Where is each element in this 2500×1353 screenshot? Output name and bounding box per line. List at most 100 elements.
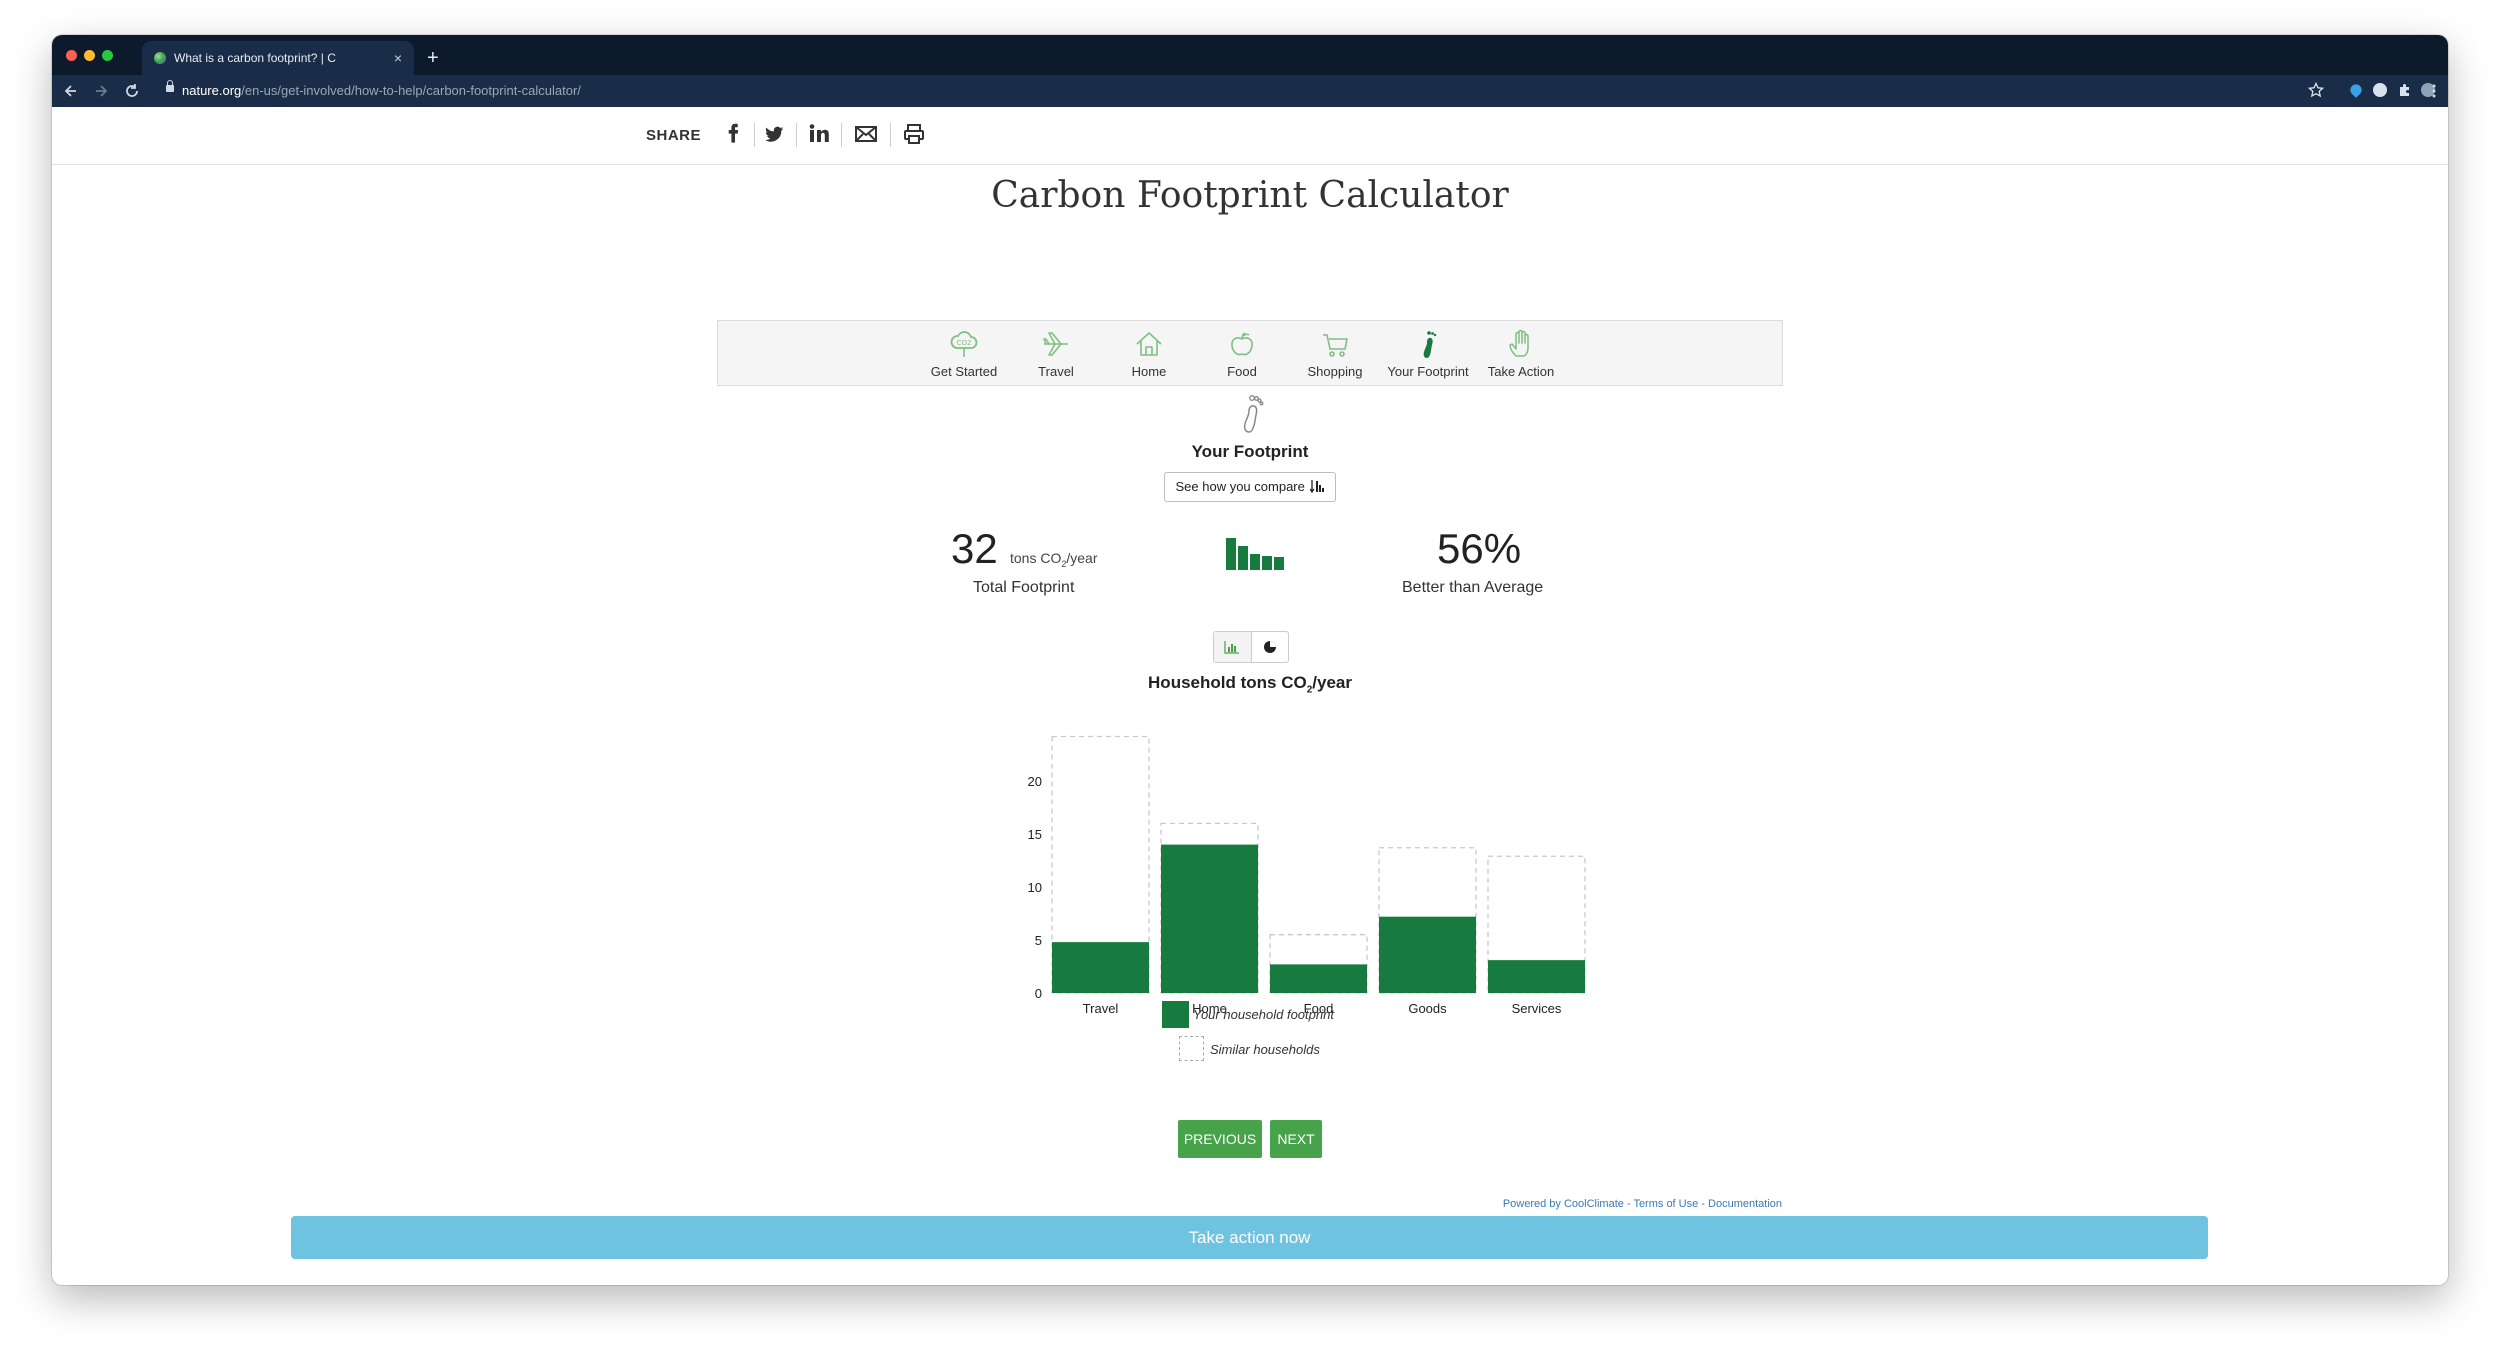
better-than-average-value: 56% [1437,525,1522,572]
step-label: Take Action [1487,364,1555,379]
step-travel[interactable]: Travel [1010,321,1102,385]
back-icon[interactable] [64,75,78,119]
globe-favicon-icon [154,52,166,64]
page-title: Carbon Footprint Calculator [991,175,1509,216]
total-footprint-label: Total Footprint [973,579,1075,596]
step-label: Travel [1038,364,1074,379]
legend-similar-label: Similar households [1210,1042,1320,1057]
previous-button[interactable]: PREVIOUS [1178,1120,1262,1158]
email-icon[interactable] [854,121,878,147]
extension-drop-icon[interactable] [2348,82,2364,98]
foot-icon [1423,331,1437,358]
legend-footprint-label: Your household footprint [1193,1007,1334,1022]
pie-chart-icon [1264,641,1276,653]
step-your-footprint[interactable]: Your Footprint [1382,321,1474,385]
reload-icon[interactable] [124,75,140,119]
print-icon[interactable] [903,121,925,147]
bar-chart-icon [1224,641,1239,654]
unit-subscript: 2 [1061,558,1067,569]
x-category-label: Home [1192,1001,1227,1016]
see-how-you-compare-button[interactable]: See how you compare [1164,472,1336,502]
unit-prefix: tons CO [1010,550,1062,566]
chart-title-suffix: /year [1312,673,1352,692]
browser-window: What is a carbon footprint? | C × + natu… [52,35,2448,1285]
tab-bar: What is a carbon footprint? | C × + [52,35,2448,75]
step-shopping[interactable]: Shopping [1289,321,1381,385]
step-get-started[interactable]: CO2 Get Started [918,321,1010,385]
profile-avatar[interactable] [2421,83,2435,97]
y-tick-label: 10 [1028,880,1042,895]
your-footprint-bar [1379,916,1476,993]
similar-households-bar [1269,934,1368,994]
cart-icon [1323,334,1348,357]
better-than-average-label: Better than Average [1402,579,1544,596]
url-path: /en-us/get-involved/how-to-help/carbon-f… [241,83,581,98]
pie-chart-toggle[interactable] [1252,632,1289,662]
step-take-action[interactable]: Take Action [1475,321,1567,385]
linkedin-icon[interactable] [809,121,829,147]
url-field[interactable]: nature.org/en-us/get-involved/how-to-hel… [160,79,2330,103]
step-label: Your Footprint [1387,364,1469,379]
browser-menu-icon[interactable] [2427,83,2441,104]
coolclimate-credits-link[interactable]: Powered by CoolClimate - Terms of Use - … [1502,1198,1782,1210]
hand-icon [1509,329,1529,357]
y-tick-label: 5 [1035,933,1042,948]
your-footprint-bar [1052,942,1149,993]
chart-title-subscript: 2 [1306,684,1313,696]
household-emissions-chart: 0 5 10 15 20 Travel Home Food Goods Services [1028,735,1586,1016]
your-footprint-bar [1488,960,1585,993]
next-button[interactable]: NEXT [1270,1120,1322,1158]
bookmark-star-icon[interactable] [2307,81,2325,103]
share-bar: SHARE [52,107,2448,165]
step-label: Shopping [1307,364,1363,379]
step-label: Home [1131,364,1167,379]
step-navigation: CO2 Get Started Travel Home Food Shoppin… [717,320,1783,386]
compare-button-label: See how you compare [1175,479,1305,494]
chart-type-toggle [1213,631,1289,663]
similar-households-bar [1051,735,1150,994]
x-category-label: Travel [1083,1001,1119,1016]
unit-suffix: /year [1066,550,1098,566]
close-window-button[interactable] [66,50,77,61]
browser-tab[interactable]: What is a carbon footprint? | C × [142,41,414,75]
bar-chart-toggle[interactable] [1214,632,1252,662]
airplane-icon [1043,332,1068,356]
footprint-title: Your Footprint [1191,442,1309,461]
y-tick-label: 15 [1028,827,1042,842]
chart-title-prefix: Household tons CO [1148,673,1307,692]
minimize-window-button[interactable] [84,50,95,61]
your-footprint-bar [1161,844,1258,993]
extensions-puzzle-icon[interactable] [2398,83,2412,102]
tab-title: What is a carbon footprint? | C [174,51,336,65]
step-label: Food [1227,364,1257,379]
x-category-label: Goods [1408,1001,1447,1016]
legend-similar-swatch [1179,1036,1204,1061]
x-category-label: Services [1512,1001,1562,1016]
new-tab-button[interactable]: + [427,47,439,69]
house-icon [1136,332,1162,356]
x-category-label: Food [1304,1001,1334,1016]
apple-icon [1231,332,1253,356]
co2-cloud-icon: CO2 [950,331,978,357]
url-domain: nature.org [182,83,242,98]
chart-title: Household tons CO2/year [52,673,2448,695]
twitter-icon[interactable] [763,121,785,147]
extension-shield-icon[interactable] [2373,83,2387,97]
maximize-window-button[interactable] [102,50,113,61]
facebook-icon[interactable] [726,121,740,147]
forward-icon[interactable] [94,75,108,119]
step-label: Get Started [930,364,998,379]
lock-icon [166,80,174,92]
address-bar: nature.org/en-us/get-involved/how-to-hel… [52,75,2448,107]
tab-close-icon[interactable]: × [393,50,402,66]
share-label: SHARE [646,127,702,144]
legend-footprint-swatch [1162,1001,1189,1028]
take-action-now-button[interactable]: Take action now [291,1216,2208,1259]
comparison-bars-icon [1226,538,1284,570]
total-footprint-unit: tons CO2/year [1010,550,1098,569]
y-tick-label: 20 [1028,774,1042,789]
step-food[interactable]: Food [1196,321,1288,385]
step-home[interactable]: Home [1103,321,1195,385]
your-footprint-bar [1270,964,1367,993]
y-tick-label: 0 [1035,986,1042,1001]
